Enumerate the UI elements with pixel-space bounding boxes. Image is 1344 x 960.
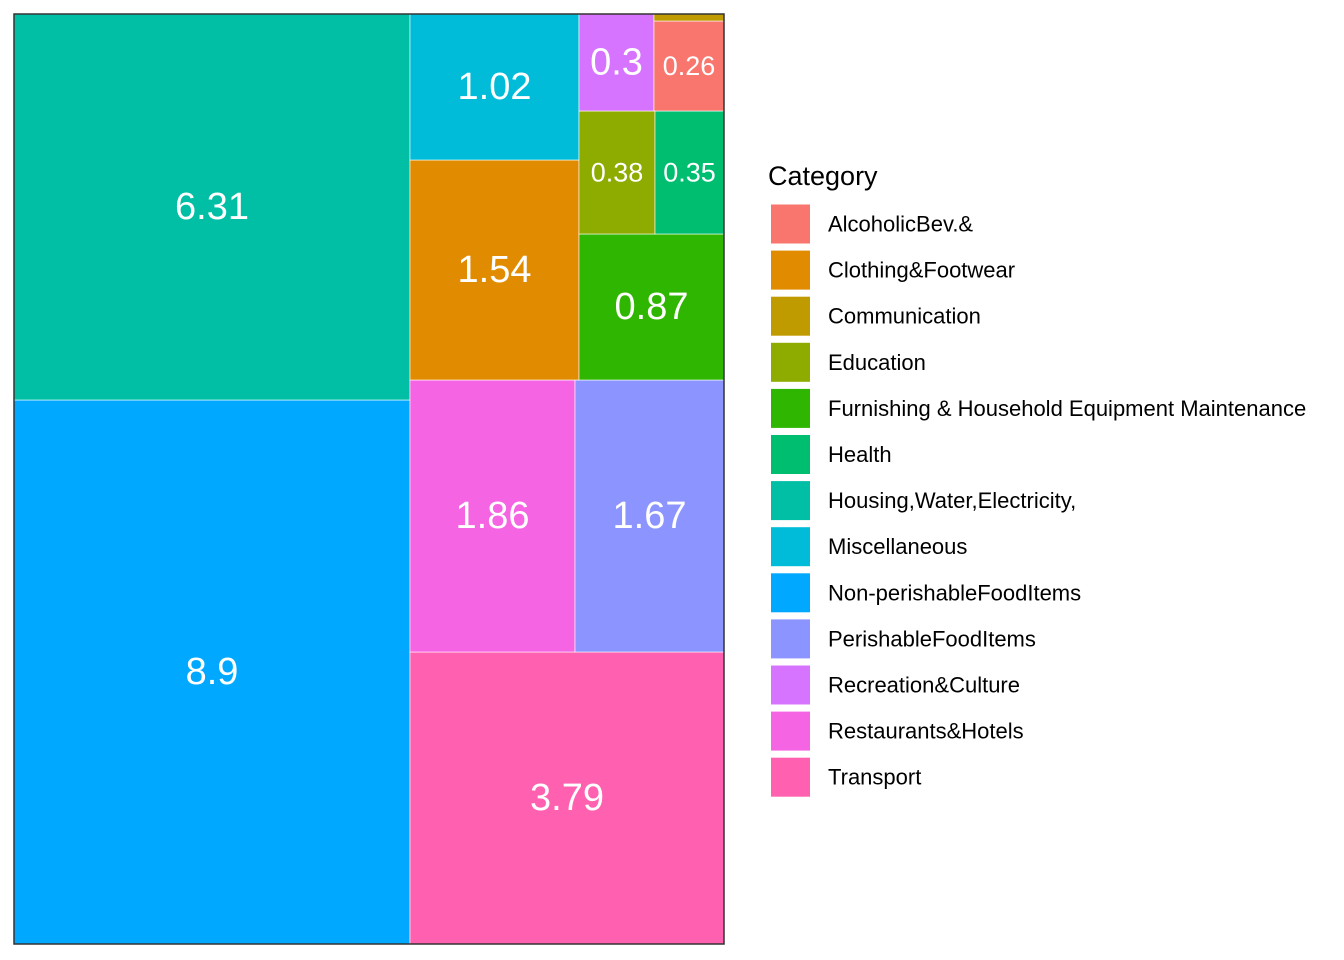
tile-health-value-label: 0.35 bbox=[663, 158, 716, 188]
legend-label-restaurants-hotels: Restaurants&Hotels bbox=[828, 719, 1024, 744]
legend-label-perishablefooditems: PerishableFoodItems bbox=[828, 626, 1036, 651]
legend-key-restaurants-hotels bbox=[771, 711, 810, 751]
legend-label-education: Education bbox=[828, 350, 926, 375]
tile-miscellaneous bbox=[409, 13, 580, 161]
tile-education bbox=[578, 110, 656, 235]
tile-restaurants-hotels-value-label: 1.86 bbox=[456, 495, 530, 537]
tile-transport-value-label: 3.79 bbox=[530, 777, 604, 819]
legend-label-transport: Transport bbox=[828, 765, 921, 790]
legend-key-communication bbox=[771, 296, 810, 336]
tile-non-perishablefooditems bbox=[13, 399, 411, 945]
tile-furnishing-household-equipment-maintenance-value-label: 0.87 bbox=[615, 286, 689, 328]
legend-key-non-perishablefooditems bbox=[771, 573, 810, 613]
tile-health bbox=[654, 110, 725, 235]
legend-title: Category bbox=[768, 161, 878, 191]
tile-alcoholicbev bbox=[653, 20, 725, 112]
tile-perishablefooditems bbox=[574, 379, 725, 653]
legend-key-perishablefooditems bbox=[771, 619, 810, 659]
legend-key-health bbox=[771, 435, 810, 474]
tile-non-perishablefooditems-value-label: 8.9 bbox=[186, 651, 239, 693]
treemap-tiles: 8.9 6.31 3.79 1.86 1.67 1.54 1.02 0.87 0.38 0.35 0… bbox=[13, 13, 725, 945]
legend: Category AlcoholicBev.& Clothing&Footwear… bbox=[768, 161, 1306, 797]
tile-clothing-footwear bbox=[409, 159, 580, 381]
tile-miscellaneous-value-label: 1.02 bbox=[458, 66, 532, 108]
tile-furnishing-household-equipment-maintenance bbox=[578, 233, 725, 381]
plot-border bbox=[13, 13, 725, 945]
legend-label-communication: Communication bbox=[828, 304, 981, 329]
legend-label-miscellaneous: Miscellaneous bbox=[828, 534, 967, 559]
legend-label-alcoholicbev: AlcoholicBev.& bbox=[828, 212, 973, 237]
legend-key-clothing-footwear bbox=[771, 250, 810, 290]
tile-recreation-culture-value-label: 0.3 bbox=[590, 42, 643, 84]
tile-alcoholicbev-value-label: 0.26 bbox=[663, 51, 716, 81]
legend-label-non-perishablefooditems: Non-perishableFoodItems bbox=[828, 580, 1081, 605]
tile-housing-water-electricity bbox=[13, 13, 411, 401]
tile-perishablefooditems-value-label: 1.67 bbox=[613, 495, 687, 537]
legend-label-housing-water-electricity: Housing,Water,Electricity, bbox=[828, 488, 1076, 513]
legend-label-recreation-culture: Recreation&Culture bbox=[828, 673, 1020, 698]
tile-education-value-label: 0.38 bbox=[591, 158, 644, 188]
tile-housing-water-electricity-value-label: 6.31 bbox=[175, 186, 249, 228]
legend-key-furnishing-household-equipment-maintenance bbox=[771, 388, 810, 428]
legend-key-education bbox=[771, 342, 810, 382]
legend-label-health: Health bbox=[828, 442, 892, 467]
legend-label-clothing-footwear: Clothing&Footwear bbox=[828, 258, 1015, 283]
legend-key-miscellaneous bbox=[771, 527, 810, 567]
tile-clothing-footwear-value-label: 1.54 bbox=[458, 249, 532, 291]
legend-key-alcoholicbev bbox=[771, 204, 810, 244]
legend-key-recreation-culture bbox=[771, 665, 810, 705]
tile-restaurants-hotels bbox=[409, 379, 576, 653]
legend-key-transport bbox=[771, 757, 810, 797]
tile-communication bbox=[653, 13, 725, 22]
legend-key-housing-water-electricity bbox=[771, 481, 810, 521]
legend-label-furnishing-household-equipment-maintenance: Furnishing & Household Equipment Mainten… bbox=[828, 396, 1306, 421]
